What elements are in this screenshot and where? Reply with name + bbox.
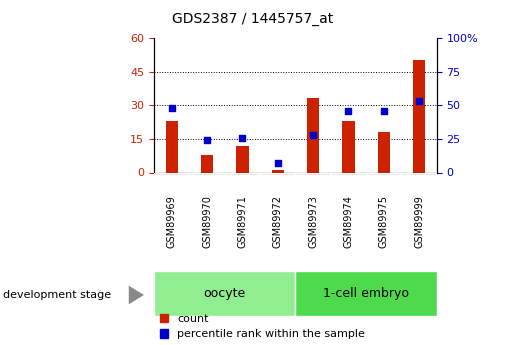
- Text: GSM89969: GSM89969: [167, 195, 177, 248]
- Text: GSM89974: GSM89974: [343, 195, 354, 248]
- Text: GSM89972: GSM89972: [273, 195, 283, 248]
- Bar: [342, 121, 355, 172]
- Text: 1-cell embryo: 1-cell embryo: [323, 287, 409, 300]
- Bar: [166, 121, 178, 172]
- Text: GSM89970: GSM89970: [202, 195, 212, 248]
- FancyBboxPatch shape: [295, 271, 437, 316]
- Text: GSM89975: GSM89975: [379, 195, 389, 248]
- Bar: [272, 170, 284, 172]
- Legend: count, percentile rank within the sample: count, percentile rank within the sample: [160, 314, 365, 339]
- Point: [309, 132, 317, 138]
- Point: [274, 160, 282, 166]
- Bar: [378, 132, 390, 172]
- FancyBboxPatch shape: [154, 271, 295, 316]
- Text: oocyte: oocyte: [204, 287, 246, 300]
- Bar: [201, 155, 213, 172]
- Text: GSM89973: GSM89973: [308, 195, 318, 248]
- Point: [168, 105, 176, 111]
- Text: development stage: development stage: [3, 290, 111, 300]
- Text: GSM89971: GSM89971: [237, 195, 247, 248]
- Text: GSM89999: GSM89999: [414, 195, 424, 248]
- Point: [203, 137, 211, 143]
- Point: [380, 108, 388, 114]
- Point: [238, 135, 246, 140]
- Point: [344, 108, 352, 114]
- Bar: [236, 146, 248, 172]
- Text: GDS2387 / 1445757_at: GDS2387 / 1445757_at: [172, 12, 333, 26]
- Bar: [413, 60, 425, 172]
- Bar: [307, 99, 319, 172]
- Polygon shape: [129, 286, 144, 304]
- Point: [415, 98, 423, 104]
